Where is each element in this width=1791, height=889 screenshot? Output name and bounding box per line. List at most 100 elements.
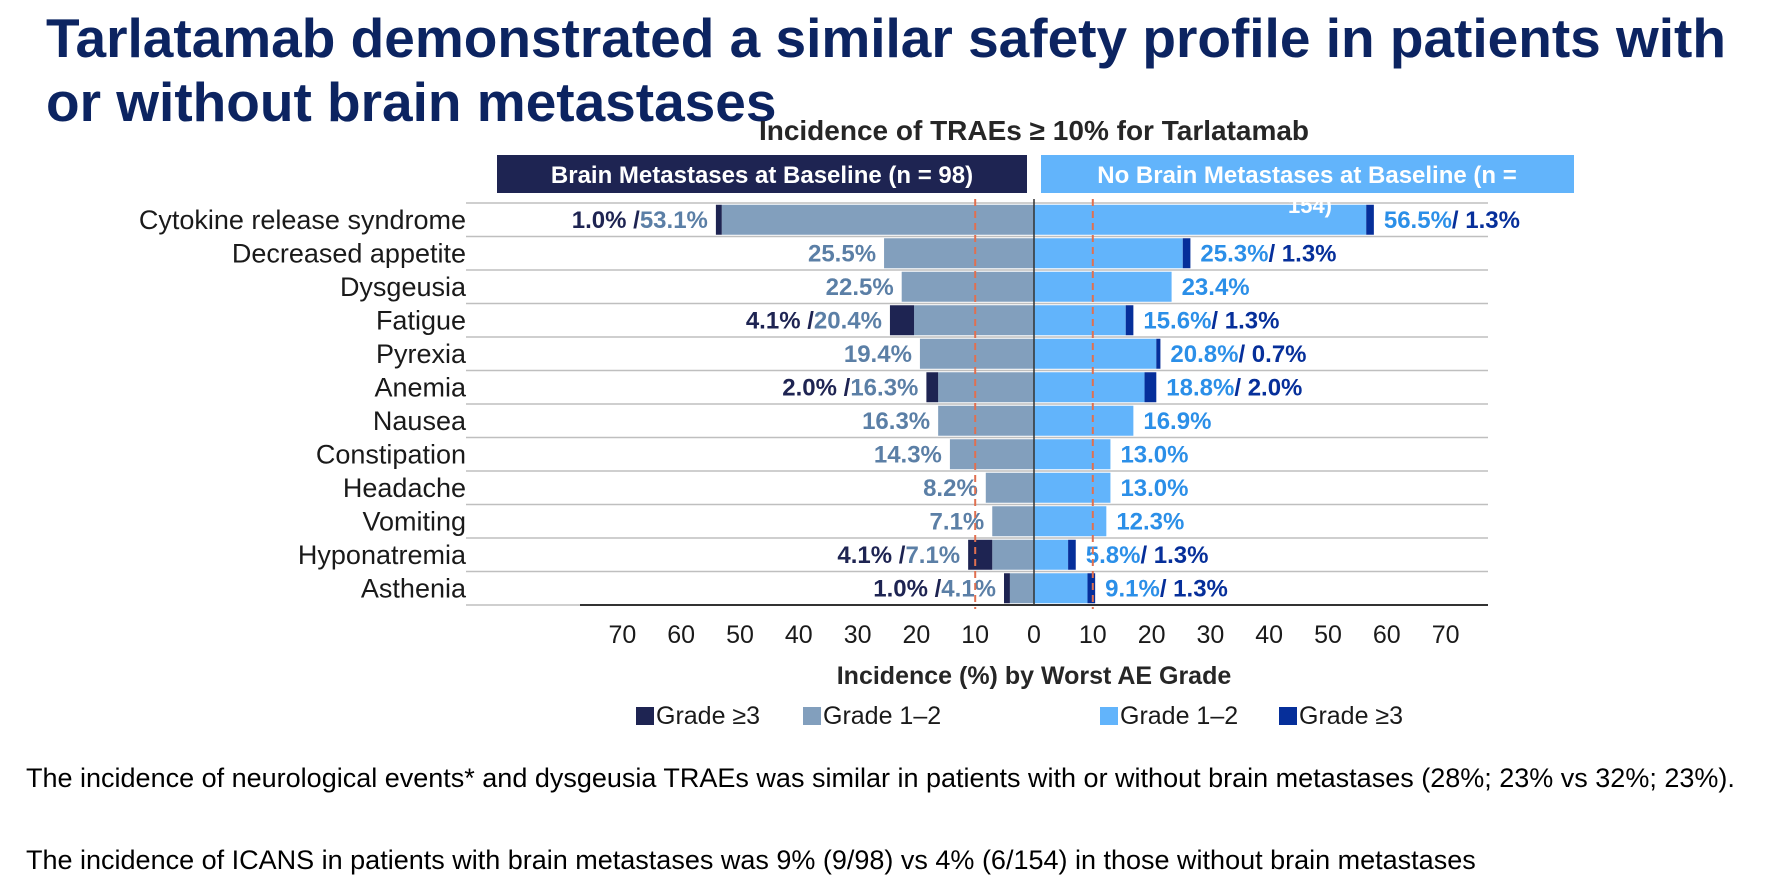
x-tick-label: 40 bbox=[1255, 621, 1283, 649]
data-label-left-dysgeusia: 22.5% bbox=[826, 274, 894, 301]
right-group-header-bg bbox=[1041, 155, 1574, 193]
data-label-right-dysgeusia: 23.4% bbox=[1182, 274, 1250, 301]
data-label-right-anemia: 18.8%/ 2.0% bbox=[1166, 374, 1302, 401]
x-tick-label: 10 bbox=[1079, 621, 1107, 649]
legend-left-grade12-swatch bbox=[803, 707, 821, 725]
data-label-left-anemia: 2.0% /16.3% bbox=[782, 374, 918, 401]
data-label-right-hyponatremia: 5.8%/ 1.3% bbox=[1086, 542, 1209, 569]
category-label-vomiting: Vomiting bbox=[362, 506, 466, 536]
bar-right-grade3-fatigue bbox=[1125, 305, 1134, 336]
right-group-header-label-continued: 154) bbox=[1288, 193, 1332, 218]
bar-right-grade12-pyrexia bbox=[1034, 338, 1157, 369]
bar-left-grade12-constipation bbox=[949, 439, 1034, 470]
legend-right-grade12-label: Grade 1–2 bbox=[1120, 702, 1238, 730]
bar-left-grade12-asthenia bbox=[1009, 573, 1034, 604]
bar-left-grade12-decreased-appetite bbox=[884, 238, 1034, 269]
data-label-left-asthenia: 1.0% /4.1% bbox=[873, 575, 996, 602]
bar-left-grade3-hyponatremia bbox=[968, 539, 993, 570]
bar-right-grade12-headache bbox=[1034, 472, 1111, 503]
x-tick-label: 20 bbox=[1138, 621, 1166, 649]
bar-left-grade12-vomiting bbox=[992, 506, 1034, 537]
bar-right-grade3-decreased-appetite bbox=[1182, 238, 1191, 269]
footnote-icans-incidence: The incidence of ICANS in patients with … bbox=[26, 845, 1476, 875]
category-label-decreased-appetite: Decreased appetite bbox=[232, 238, 466, 268]
data-label-left-hyponatremia: 4.1% /7.1% bbox=[837, 542, 960, 569]
bar-right-grade12-asthenia bbox=[1034, 573, 1088, 604]
footnote-neurological-events: The incidence of neurological events* an… bbox=[26, 763, 1735, 793]
bar-right-grade12-nausea bbox=[1034, 405, 1134, 436]
right-group-header-label: No Brain Metastases at Baseline (n = bbox=[1097, 162, 1516, 189]
data-label-right-constipation: 13.0% bbox=[1120, 441, 1188, 468]
bar-left-grade3-anemia bbox=[926, 372, 939, 403]
data-label-left-pyrexia: 19.4% bbox=[844, 341, 912, 368]
bar-right-grade12-cytokine-release-syndrome bbox=[1034, 204, 1367, 235]
x-tick-label: 50 bbox=[726, 621, 754, 649]
bar-left-grade12-nausea bbox=[938, 405, 1034, 436]
bar-left-grade12-dysgeusia bbox=[901, 271, 1034, 302]
bar-left-grade12-pyrexia bbox=[919, 338, 1034, 369]
x-tick-label: 10 bbox=[961, 621, 989, 649]
bar-left-grade12-cytokine-release-syndrome bbox=[721, 204, 1034, 235]
bar-right-grade12-hyponatremia bbox=[1034, 539, 1069, 570]
legend-right-grade12-swatch bbox=[1100, 707, 1118, 725]
bar-right-grade12-fatigue bbox=[1034, 305, 1126, 336]
data-label-right-decreased-appetite: 25.3%/ 1.3% bbox=[1200, 240, 1336, 267]
bar-left-grade12-anemia bbox=[938, 372, 1034, 403]
data-label-left-decreased-appetite: 25.5% bbox=[808, 240, 876, 267]
category-label-hyponatremia: Hyponatremia bbox=[298, 540, 467, 570]
category-label-pyrexia: Pyrexia bbox=[376, 339, 467, 369]
bar-left-grade12-hyponatremia bbox=[992, 539, 1034, 570]
legend-right-grade3-label: Grade ≥3 bbox=[1299, 702, 1403, 730]
category-label-dysgeusia: Dysgeusia bbox=[340, 272, 467, 302]
data-label-left-fatigue: 4.1% /20.4% bbox=[746, 307, 882, 334]
x-tick-label: 30 bbox=[1196, 621, 1224, 649]
legend-left-grade12-label: Grade 1–2 bbox=[823, 702, 941, 730]
bar-right-grade3-cytokine-release-syndrome bbox=[1366, 204, 1374, 235]
category-label-anemia: Anemia bbox=[374, 372, 467, 402]
data-label-left-constipation: 14.3% bbox=[874, 441, 942, 468]
data-label-left-nausea: 16.3% bbox=[862, 408, 930, 435]
chart-title: Incidence of TRAEs ≥ 10% for Tarlatamab bbox=[759, 115, 1309, 146]
category-label-constipation: Constipation bbox=[316, 439, 466, 469]
bar-right-grade3-anemia bbox=[1144, 372, 1157, 403]
bar-right-grade3-hyponatremia bbox=[1068, 539, 1076, 570]
x-tick-label: 60 bbox=[1373, 621, 1401, 649]
category-label-cytokine-release-syndrome: Cytokine release syndrome bbox=[139, 205, 466, 235]
legend-left-grade3-swatch bbox=[636, 707, 654, 725]
legend-right-grade3-swatch bbox=[1279, 707, 1297, 725]
x-tick-label: 40 bbox=[785, 621, 813, 649]
data-label-left-cytokine-release-syndrome: 1.0% /53.1% bbox=[572, 207, 708, 234]
data-label-right-vomiting: 12.3% bbox=[1116, 508, 1184, 535]
x-tick-label: 50 bbox=[1314, 621, 1342, 649]
category-label-fatigue: Fatigue bbox=[376, 305, 466, 335]
bar-left-grade3-asthenia bbox=[1004, 573, 1010, 604]
left-group-header-label: Brain Metastases at Baseline (n = 98) bbox=[551, 162, 973, 189]
x-tick-label: 70 bbox=[608, 621, 636, 649]
data-label-right-asthenia: 9.1%/ 1.3% bbox=[1105, 575, 1228, 602]
x-axis-title: Incidence (%) by Worst AE Grade bbox=[837, 662, 1232, 690]
bar-right-grade12-dysgeusia bbox=[1034, 271, 1172, 302]
legend-left-grade3-label: Grade ≥3 bbox=[656, 702, 760, 730]
bar-right-grade3-pyrexia bbox=[1156, 338, 1161, 369]
data-label-right-nausea: 16.9% bbox=[1143, 408, 1211, 435]
bar-right-grade12-vomiting bbox=[1034, 506, 1107, 537]
data-label-right-cytokine-release-syndrome: 56.5%/ 1.3% bbox=[1384, 207, 1520, 234]
data-label-right-fatigue: 15.6%/ 1.3% bbox=[1143, 307, 1279, 334]
bar-left-grade3-fatigue bbox=[889, 305, 915, 336]
x-tick-label: 60 bbox=[667, 621, 695, 649]
x-tick-label: 0 bbox=[1027, 621, 1041, 649]
bar-right-grade12-anemia bbox=[1034, 372, 1145, 403]
bar-right-grade3-asthenia bbox=[1087, 573, 1096, 604]
data-label-right-headache: 13.0% bbox=[1120, 475, 1188, 502]
category-label-nausea: Nausea bbox=[373, 406, 467, 436]
left-group-header-bg bbox=[497, 155, 1027, 193]
x-tick-label: 30 bbox=[844, 621, 872, 649]
bar-right-grade12-constipation bbox=[1034, 439, 1111, 470]
category-label-headache: Headache bbox=[343, 473, 466, 503]
bar-left-grade3-cytokine-release-syndrome bbox=[715, 204, 722, 235]
data-label-right-pyrexia: 20.8%/ 0.7% bbox=[1170, 341, 1306, 368]
category-label-asthenia: Asthenia bbox=[361, 573, 467, 603]
bar-left-grade12-headache bbox=[985, 472, 1034, 503]
bar-left-grade12-fatigue bbox=[914, 305, 1034, 336]
